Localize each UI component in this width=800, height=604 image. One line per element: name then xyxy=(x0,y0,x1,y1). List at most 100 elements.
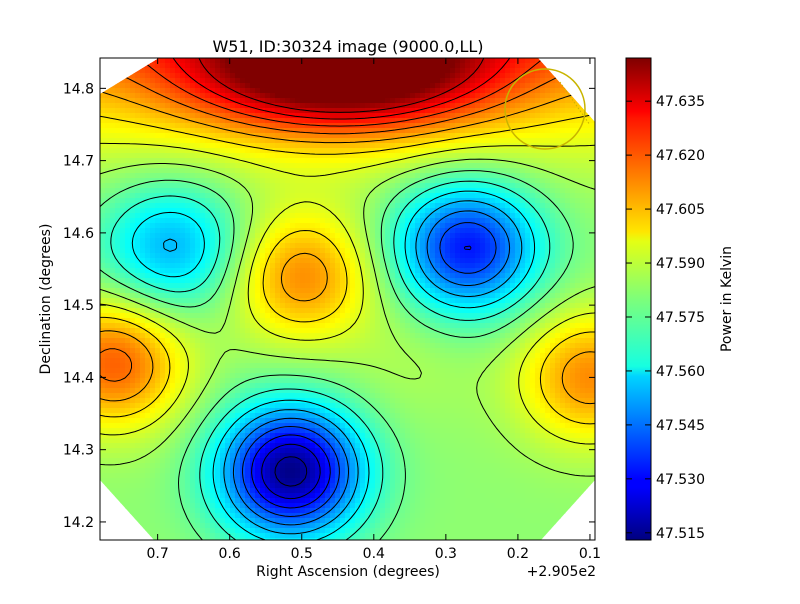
heatmap-cell xyxy=(385,68,391,74)
heatmap-cell xyxy=(585,283,591,289)
heatmap-cell xyxy=(390,233,396,239)
heatmap-cell xyxy=(200,198,206,204)
heatmap-cell xyxy=(275,173,281,179)
heatmap-cell xyxy=(135,103,141,109)
heatmap-cell xyxy=(270,173,276,179)
heatmap-cell xyxy=(500,268,506,274)
heatmap-cell xyxy=(500,278,506,284)
heatmap-cell xyxy=(390,63,396,69)
heatmap-cell xyxy=(155,288,161,294)
heatmap-cell xyxy=(530,73,536,79)
heatmap-cell xyxy=(470,263,476,269)
heatmap-cell xyxy=(365,233,371,239)
heatmap-cell xyxy=(550,163,556,169)
heatmap-cell xyxy=(420,183,426,189)
heatmap-cell xyxy=(185,138,191,144)
heatmap-cell xyxy=(235,293,241,299)
heatmap-cell xyxy=(245,278,251,284)
heatmap-cell xyxy=(590,208,595,214)
heatmap-cell xyxy=(265,93,271,99)
heatmap-cell xyxy=(500,288,506,294)
heatmap-cell xyxy=(470,58,476,64)
heatmap-cell xyxy=(580,63,586,69)
heatmap-cell xyxy=(240,243,246,249)
heatmap-cell xyxy=(110,153,116,159)
heatmap-cell xyxy=(305,193,311,199)
heatmap-cell xyxy=(100,248,106,254)
heatmap-cell xyxy=(390,208,396,214)
heatmap-cell xyxy=(450,108,456,114)
heatmap-cell xyxy=(555,93,561,99)
heatmap-cell xyxy=(160,183,166,189)
heatmap-cell xyxy=(195,118,201,124)
heatmap-cell xyxy=(410,203,416,209)
heatmap-cell xyxy=(535,248,541,254)
heatmap-cell xyxy=(270,88,276,94)
heatmap-cell xyxy=(290,133,296,139)
heatmap-cell xyxy=(185,183,191,189)
heatmap-cell xyxy=(415,103,421,109)
heatmap-cell xyxy=(255,223,261,229)
heatmap-cell xyxy=(510,253,516,259)
heatmap-cell xyxy=(575,298,581,304)
heatmap-cell xyxy=(275,163,281,169)
heatmap-cell xyxy=(250,128,256,134)
heatmap-cell xyxy=(150,308,156,314)
heatmap-cell xyxy=(440,213,446,219)
heatmap-cell xyxy=(205,108,211,114)
heatmap-cell xyxy=(205,238,211,244)
heatmap-cell xyxy=(460,273,466,279)
heatmap-cell xyxy=(330,248,336,254)
heatmap-cell xyxy=(400,223,406,229)
heatmap-cell xyxy=(355,58,361,64)
heatmap-cell xyxy=(100,293,106,299)
heatmap-cell xyxy=(330,173,336,179)
heatmap-cell xyxy=(525,173,531,179)
heatmap-cell xyxy=(230,188,236,194)
heatmap-cell xyxy=(535,218,541,224)
heatmap-cell xyxy=(215,213,221,219)
heatmap-cell xyxy=(170,268,176,274)
heatmap-cell xyxy=(225,248,231,254)
heatmap-cell xyxy=(395,93,401,99)
heatmap-cell xyxy=(170,168,176,174)
heatmap-cell xyxy=(195,248,201,254)
heatmap-cell xyxy=(560,238,566,244)
heatmap-cell xyxy=(465,183,471,189)
heatmap-cell xyxy=(360,198,366,204)
heatmap-cell xyxy=(485,298,491,304)
heatmap-cell xyxy=(200,143,206,149)
heatmap-cell xyxy=(395,103,401,109)
heatmap-cell xyxy=(110,98,116,104)
heatmap-cell xyxy=(570,108,576,114)
heatmap-cell xyxy=(530,223,536,229)
heatmap-cell xyxy=(390,98,396,104)
heatmap-cell xyxy=(395,158,401,164)
heatmap-cell xyxy=(165,133,171,139)
heatmap-cell xyxy=(515,173,521,179)
heatmap-cell xyxy=(490,248,496,254)
heatmap-cell xyxy=(115,153,121,159)
heatmap-cell xyxy=(140,68,146,74)
heatmap-cell xyxy=(190,173,196,179)
heatmap-cell xyxy=(125,58,131,64)
heatmap-cell xyxy=(335,288,341,294)
heatmap-cell xyxy=(190,153,196,159)
heatmap-cell xyxy=(515,133,521,139)
heatmap-cell xyxy=(425,123,431,129)
heatmap-cell xyxy=(345,268,351,274)
heatmap-cell xyxy=(240,163,246,169)
heatmap-cell xyxy=(290,203,296,209)
heatmap-cell xyxy=(220,228,226,234)
heatmap-cell xyxy=(480,133,486,139)
heatmap-cell xyxy=(565,228,571,234)
heatmap-cell xyxy=(515,258,521,264)
heatmap-cell xyxy=(445,78,451,84)
heatmap-cell xyxy=(580,198,586,204)
heatmap-cell xyxy=(400,213,406,219)
heatmap-cell xyxy=(140,138,146,144)
heatmap-cell xyxy=(510,228,516,234)
heatmap-cell xyxy=(265,78,271,84)
heatmap-cell xyxy=(215,268,221,274)
heatmap-cell xyxy=(170,223,176,229)
